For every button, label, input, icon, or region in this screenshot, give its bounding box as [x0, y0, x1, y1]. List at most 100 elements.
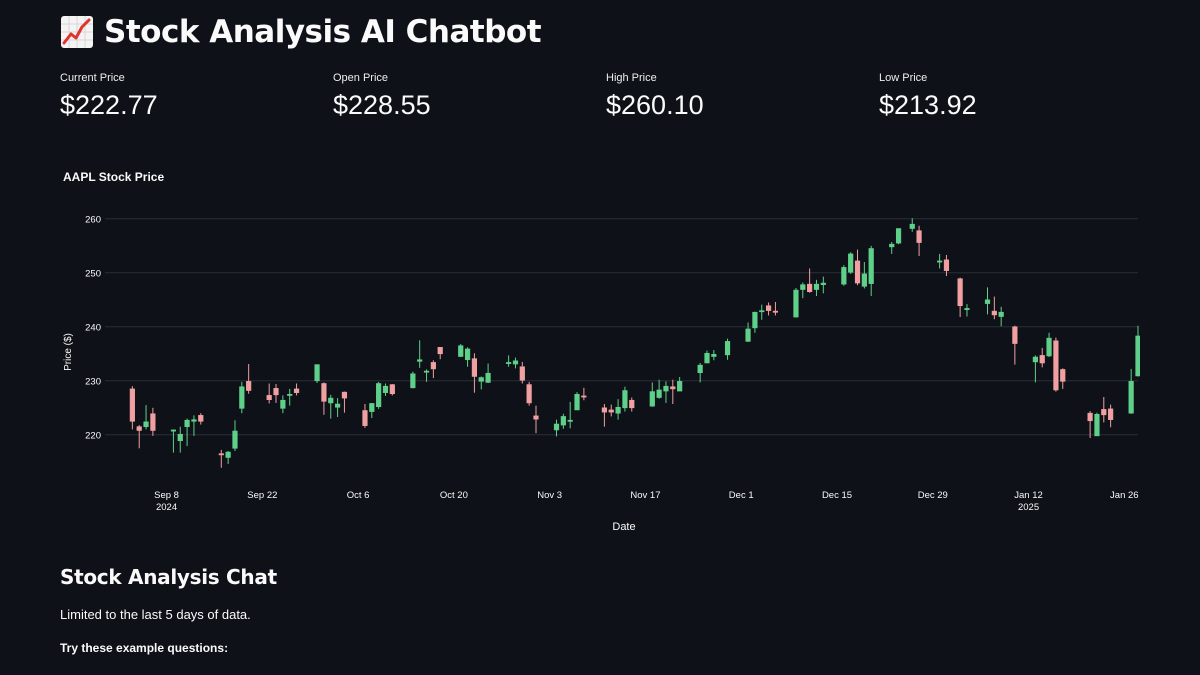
- candle-down[interactable]: [670, 379, 676, 405]
- candle-down[interactable]: [321, 382, 327, 415]
- candle-up[interactable]: [464, 347, 471, 367]
- candle-up[interactable]: [724, 338, 731, 360]
- candle-down[interactable]: [341, 391, 348, 413]
- candle-down[interactable]: [1108, 404, 1114, 428]
- candle-up[interactable]: [225, 451, 231, 464]
- candle-down[interactable]: [1087, 411, 1093, 439]
- candle-up[interactable]: [328, 394, 334, 419]
- candle-up[interactable]: [506, 355, 512, 367]
- candle-up[interactable]: [1032, 355, 1038, 383]
- candle-down[interactable]: [218, 449, 224, 468]
- candle-down[interactable]: [957, 277, 963, 318]
- candle-up[interactable]: [649, 382, 655, 407]
- candle-up[interactable]: [937, 253, 943, 269]
- candle-up[interactable]: [793, 287, 799, 318]
- candle-up[interactable]: [895, 228, 902, 245]
- candle-down[interactable]: [246, 364, 252, 394]
- candle-down[interactable]: [430, 360, 436, 379]
- candle-up[interactable]: [382, 383, 389, 396]
- candle-up[interactable]: [239, 381, 245, 414]
- candle-up[interactable]: [485, 363, 491, 383]
- candle-up[interactable]: [622, 386, 628, 412]
- candle-up[interactable]: [287, 388, 293, 406]
- candle-up[interactable]: [820, 276, 826, 294]
- candle-down[interactable]: [273, 384, 279, 403]
- candle-up[interactable]: [697, 362, 703, 383]
- candle-up[interactable]: [410, 371, 416, 389]
- candle-up[interactable]: [663, 381, 669, 403]
- candle-down[interactable]: [629, 397, 635, 412]
- candle-down[interactable]: [519, 361, 525, 384]
- candle-up[interactable]: [423, 369, 430, 382]
- candle-up[interactable]: [1046, 332, 1052, 358]
- candle-down[interactable]: [1053, 337, 1059, 392]
- candle-up[interactable]: [745, 322, 751, 342]
- candle-up[interactable]: [998, 306, 1004, 327]
- candle-up[interactable]: [677, 377, 683, 392]
- candle-up[interactable]: [314, 364, 320, 383]
- candle-down[interactable]: [150, 407, 156, 436]
- candle-up[interactable]: [1128, 368, 1134, 414]
- candle-down[interactable]: [601, 404, 607, 427]
- candle-up[interactable]: [574, 392, 580, 411]
- candle-up[interactable]: [813, 279, 820, 297]
- candle-down[interactable]: [1060, 368, 1066, 389]
- candle-up[interactable]: [711, 350, 717, 361]
- candle-down[interactable]: [136, 425, 142, 449]
- candle-up[interactable]: [334, 398, 341, 417]
- candle-down[interactable]: [943, 254, 950, 277]
- candle-down[interactable]: [198, 413, 204, 425]
- candle-up[interactable]: [984, 287, 991, 315]
- candle-down[interactable]: [389, 384, 395, 396]
- candle-up[interactable]: [752, 311, 758, 333]
- candle-down[interactable]: [526, 381, 532, 406]
- candle-up[interactable]: [704, 350, 710, 364]
- candle-up[interactable]: [553, 419, 560, 437]
- candle-down[interactable]: [854, 249, 861, 286]
- candle-down[interactable]: [765, 302, 772, 316]
- candle-down[interactable]: [916, 225, 922, 257]
- candle-down[interactable]: [129, 386, 135, 430]
- candle-down[interactable]: [471, 353, 478, 393]
- candle-up[interactable]: [889, 242, 895, 254]
- candle-up[interactable]: [759, 304, 765, 320]
- candle-up[interactable]: [478, 376, 484, 390]
- candle-up[interactable]: [143, 405, 149, 430]
- candle-up[interactable]: [1135, 325, 1140, 377]
- candle-down[interactable]: [1039, 347, 1045, 368]
- candle-up[interactable]: [567, 401, 573, 429]
- candle-down[interactable]: [772, 301, 779, 316]
- candle-up[interactable]: [800, 282, 806, 299]
- candle-up[interactable]: [964, 304, 970, 317]
- candle-up[interactable]: [170, 429, 177, 453]
- candle-down[interactable]: [437, 347, 443, 360]
- candle-up[interactable]: [232, 420, 238, 451]
- candle-up[interactable]: [560, 413, 566, 429]
- candle-down[interactable]: [266, 383, 272, 404]
- candle-up[interactable]: [458, 344, 464, 358]
- candle-up[interactable]: [280, 395, 286, 414]
- candle-down[interactable]: [608, 404, 614, 417]
- candle-down[interactable]: [1101, 397, 1107, 423]
- candle-up[interactable]: [848, 252, 854, 274]
- candle-down[interactable]: [1012, 325, 1018, 365]
- candle-up[interactable]: [861, 262, 867, 289]
- candle-up[interactable]: [841, 265, 847, 286]
- candle-up[interactable]: [191, 415, 197, 436]
- candle-up[interactable]: [656, 379, 662, 399]
- candle-down[interactable]: [293, 383, 300, 396]
- candle-down[interactable]: [991, 296, 997, 320]
- candle-up[interactable]: [184, 418, 190, 447]
- candle-up[interactable]: [376, 381, 382, 409]
- candle-up[interactable]: [1094, 412, 1100, 437]
- candle-up[interactable]: [512, 357, 519, 369]
- candle-down[interactable]: [581, 387, 587, 401]
- candle-down[interactable]: [807, 268, 813, 293]
- candle-up[interactable]: [417, 340, 423, 368]
- stock-chart-container[interactable]: 220 230 240 250 260 Sep 8 2024 Sep 22 Oct 6 Oct 2…: [60, 148, 1140, 546]
- candle-down[interactable]: [362, 404, 368, 428]
- candle-up[interactable]: [909, 218, 915, 232]
- candle-up[interactable]: [177, 426, 183, 453]
- candle-down[interactable]: [533, 405, 539, 434]
